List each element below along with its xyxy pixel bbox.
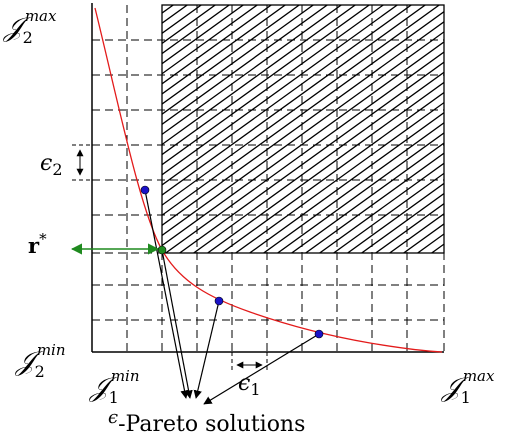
reference-point xyxy=(157,245,167,255)
hatched-region-border xyxy=(161,4,445,254)
epsilon-2-dimension xyxy=(72,144,92,181)
reference-point-label: r* xyxy=(28,230,47,258)
epsilon-2-label: ϵ2 xyxy=(40,151,63,179)
pareto-solution-point xyxy=(314,329,324,339)
solution-pointer-arrows xyxy=(144,189,320,405)
pareto-solution-point xyxy=(214,296,224,306)
pareto-solution-point xyxy=(140,185,150,195)
x-axis-min-label: 𝒥1min xyxy=(88,367,140,407)
epsilon-1-dimension xyxy=(231,352,268,372)
y-axis-min-label: 𝒥2min xyxy=(14,341,66,381)
pareto-solutions-caption: ϵ-Pareto solutions xyxy=(108,407,305,437)
axes xyxy=(91,3,444,353)
x-axis-max-label: 𝒥1max xyxy=(440,367,495,407)
y-axis-max-label: 𝒥2max xyxy=(2,7,57,47)
pareto-front-curve xyxy=(94,7,443,353)
hatched-region xyxy=(162,5,444,253)
epsilon-1-label: ϵ1 xyxy=(238,371,261,399)
